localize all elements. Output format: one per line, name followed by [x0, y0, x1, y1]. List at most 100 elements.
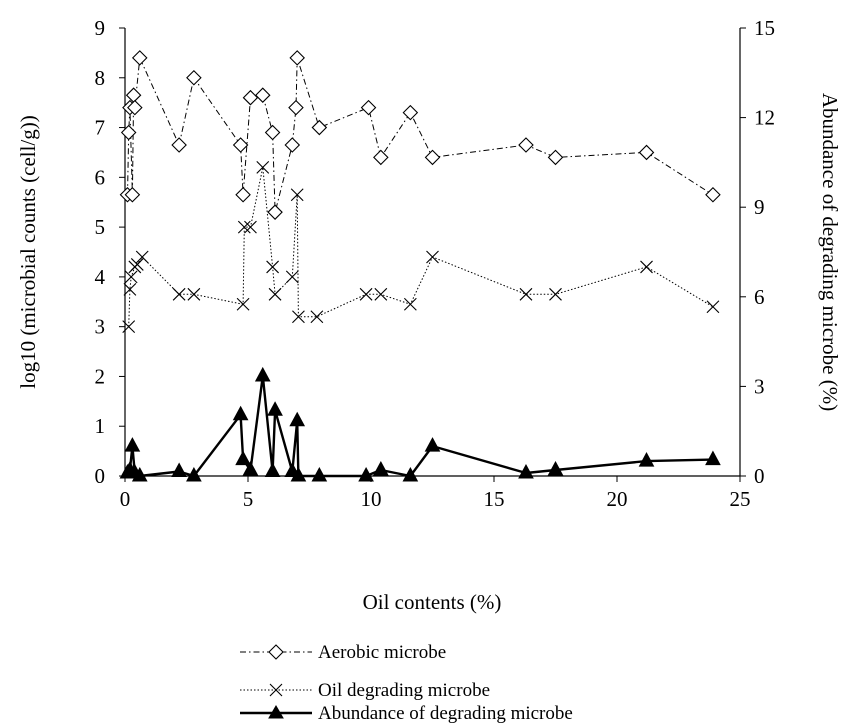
data-point — [706, 300, 720, 314]
data-point — [171, 137, 187, 153]
data-point — [256, 160, 270, 174]
data-point — [549, 287, 562, 301]
data-point — [186, 466, 202, 482]
data-point — [131, 50, 148, 66]
data-point — [123, 282, 137, 296]
data-point — [120, 124, 137, 141]
data-point — [292, 310, 305, 324]
data-point — [124, 186, 141, 203]
data-point — [638, 144, 655, 161]
y2-tick-label: 6 — [754, 285, 765, 309]
data-point — [236, 297, 250, 311]
data-point — [284, 137, 301, 153]
y2-tick-label: 9 — [754, 195, 765, 219]
y2-tick-label: 12 — [754, 106, 775, 130]
y2-tick-label: 3 — [754, 374, 765, 398]
x-tick-label: 10 — [361, 487, 382, 511]
x-tick-label: 15 — [484, 487, 505, 511]
y-tick-label: 1 — [95, 414, 106, 438]
data-point — [187, 287, 201, 301]
data-point — [288, 99, 304, 116]
data-point — [424, 149, 441, 166]
plot-area — [124, 28, 741, 477]
data-point — [360, 99, 377, 116]
data-point — [242, 460, 259, 476]
data-point — [235, 186, 251, 203]
data-point — [424, 437, 441, 452]
data-point — [186, 69, 202, 86]
y2-tick-label: 15 — [754, 16, 775, 40]
legend-item-abundance: Abundance of degrading microbe — [240, 703, 573, 723]
data-point — [267, 401, 283, 416]
data-point — [290, 466, 307, 482]
data-point — [264, 124, 281, 141]
legend-label-abundance: Abundance of degrading microbe — [318, 703, 573, 723]
y-tick-label: 2 — [95, 364, 106, 388]
data-point — [638, 452, 655, 467]
y-tick-label: 0 — [95, 464, 106, 488]
legend: Aerobic microbe Oil degrading microbe Ab… — [240, 642, 573, 723]
data-point — [242, 89, 259, 106]
data-point — [547, 149, 564, 166]
data-point — [403, 297, 417, 311]
data-point — [290, 188, 304, 202]
data-point — [131, 466, 148, 482]
x-tick-label: 5 — [243, 487, 254, 511]
data-point — [373, 460, 389, 476]
series-0 — [119, 50, 721, 220]
data-point — [705, 450, 721, 466]
data-point — [237, 220, 251, 234]
legend-label-aerobic: Aerobic microbe — [318, 642, 446, 663]
data-point — [172, 287, 186, 301]
series-2 — [119, 366, 721, 482]
x-marker-icon — [269, 683, 283, 697]
data-point — [547, 460, 564, 476]
y-axis-title: log10 (microbial counts (cell/g)) — [16, 115, 40, 389]
legend-item-aerobic: Aerobic microbe — [240, 642, 446, 663]
data-point — [122, 320, 136, 334]
data-point — [640, 260, 653, 274]
data-point — [124, 270, 138, 284]
y-tick-label: 4 — [95, 265, 106, 289]
data-point — [358, 466, 374, 482]
diamond-marker-icon — [268, 644, 284, 660]
data-point — [518, 463, 534, 479]
x-tick-label: 0 — [120, 487, 131, 511]
data-point — [254, 366, 271, 382]
data-point — [402, 466, 419, 482]
data-point — [402, 104, 419, 121]
data-point — [266, 260, 279, 274]
data-point — [235, 450, 251, 466]
data-point — [374, 287, 388, 301]
data-point — [285, 270, 299, 284]
y-tick-label: 9 — [95, 16, 106, 40]
data-point — [268, 287, 282, 301]
data-point — [311, 466, 328, 482]
data-point — [705, 186, 721, 203]
y-tick-label: 5 — [95, 215, 106, 239]
data-point — [289, 50, 305, 66]
triangle-marker-icon — [268, 705, 284, 719]
data-point — [359, 287, 373, 301]
data-point — [135, 250, 149, 264]
x-tick-label: 25 — [730, 487, 751, 511]
data-point — [244, 220, 257, 234]
data-point — [311, 119, 328, 136]
y-tick-label: 8 — [95, 66, 106, 90]
data-point — [130, 258, 144, 271]
y-tick-label: 6 — [95, 165, 106, 189]
x-axis-title: Oil contents (%) — [363, 590, 502, 614]
legend-label-oil-degrading: Oil degrading microbe — [318, 680, 490, 701]
data-point — [125, 87, 142, 103]
series-line — [128, 166, 714, 327]
data-point — [232, 405, 249, 421]
data-point — [127, 99, 143, 116]
series-line — [126, 374, 713, 478]
x-tick-label: 20 — [607, 487, 628, 511]
y-tick-label: 7 — [95, 116, 106, 140]
data-point — [232, 137, 249, 153]
data-point — [289, 411, 306, 427]
series-line — [127, 57, 714, 213]
series-layer — [119, 50, 721, 482]
